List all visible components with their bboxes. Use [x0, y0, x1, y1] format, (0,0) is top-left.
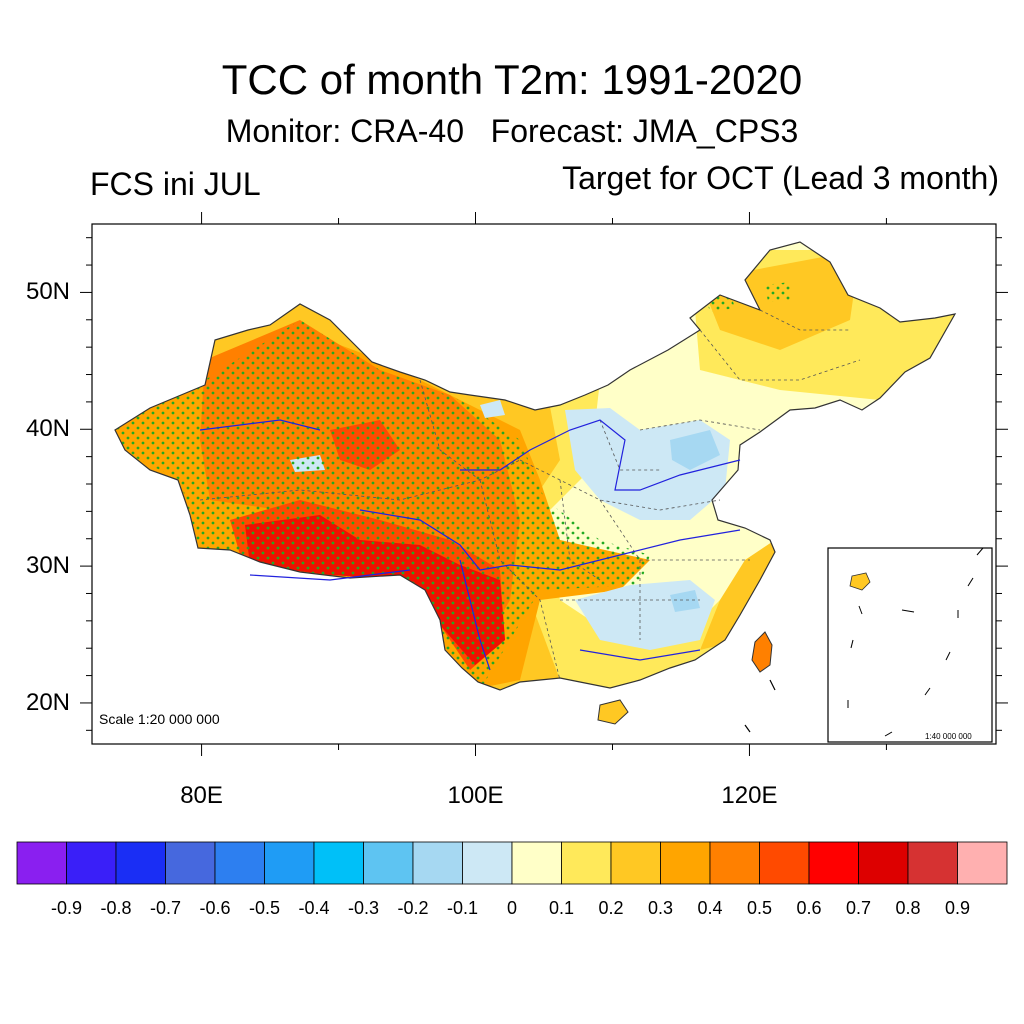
- colorbar-swatch: [561, 841, 612, 885]
- colorbar-swatch: [462, 841, 513, 885]
- colorbar-label: 0.7: [845, 898, 872, 918]
- colorbar: [16, 841, 1008, 885]
- axis-ticks: [80, 212, 1008, 756]
- target-label: Target for OCT (Lead 3 month): [562, 160, 999, 196]
- colorbar-swatch: [858, 841, 909, 885]
- chart-subtitle: Monitor: CRA-40 Forecast: JMA_CPS3: [225, 113, 799, 149]
- province-borders: [199, 309, 861, 681]
- nine-dash-line: [744, 679, 776, 733]
- colorbar-label: -0.2: [397, 898, 429, 918]
- scale-note: Scale 1:20 000 000: [99, 711, 220, 727]
- mekong-river: [459, 559, 491, 671]
- colorbar-swatch: [66, 841, 117, 885]
- colorbar-label: 0.4: [697, 898, 723, 918]
- colorbar-label: -0.1: [446, 898, 479, 918]
- colorbar-label: 0.8: [895, 898, 921, 918]
- field-neg2-north: [670, 430, 720, 470]
- inset-dash-line: [847, 547, 984, 737]
- colorbar-swatch: [709, 841, 760, 885]
- significance-stippling: [115, 320, 650, 690]
- colorbar-label: 0: [506, 898, 517, 918]
- tcc-map: [80, 212, 1008, 756]
- colorbar-swatch: [313, 841, 364, 885]
- inset-scale-note: 1:40 000 000: [925, 732, 972, 741]
- hainan-island: [597, 699, 629, 725]
- colorbar-label: -0.7: [149, 898, 182, 918]
- lon-label: 120E: [721, 782, 778, 809]
- lon-label: 80E: [180, 782, 223, 809]
- pearl-river: [579, 649, 701, 661]
- yellow-river: [460, 419, 741, 491]
- rivers: [199, 419, 741, 671]
- taiwan-island: [751, 631, 773, 673]
- colorbar-swatch: [907, 841, 958, 885]
- colorbar-swatch: [412, 841, 463, 885]
- field-0.2-0.3-tw: [700, 540, 780, 650]
- colorbar-swatch: [759, 841, 810, 885]
- colorbar-swatch: [957, 841, 1008, 885]
- colorbar-label: -0.5: [248, 898, 281, 918]
- colorbar-label: 0.1: [548, 898, 575, 918]
- colorbar-label: -0.3: [347, 898, 380, 918]
- colorbar-swatch: [115, 841, 166, 885]
- colorbar-label: 0.6: [796, 898, 822, 918]
- lon-label: 100E: [447, 782, 504, 809]
- colorbar-label: 0.5: [746, 898, 773, 918]
- chart-title: TCC of month T2m: 1991-2020: [221, 56, 803, 103]
- china-border: [114, 241, 957, 691]
- colorbar-swatch: [214, 841, 265, 885]
- colorbar-label: -0.6: [199, 898, 231, 918]
- colorbar-swatch: [511, 841, 562, 885]
- colorbar-label: 0.9: [944, 898, 971, 918]
- colorbar-label: 0.3: [647, 898, 674, 918]
- colorbar-swatch: [363, 841, 414, 885]
- colorbar-label: -0.4: [298, 898, 330, 918]
- colorbar-label: -0.9: [50, 898, 83, 918]
- field-neg2-south: [670, 590, 700, 612]
- colorbar-swatch: [264, 841, 315, 885]
- colorbar-swatch: [16, 841, 67, 885]
- colorbar-label: -0.8: [100, 898, 132, 918]
- init-month-label: FCS ini JUL: [90, 166, 261, 202]
- yangtze-river: [359, 509, 741, 571]
- lat-label: 50N: [25, 278, 70, 306]
- significance-stippling-ne2: [765, 282, 792, 302]
- colorbar-swatch: [165, 841, 216, 885]
- tarim-river: [199, 419, 321, 431]
- yarlung-river: [249, 569, 411, 581]
- colorbar-swatch: [660, 841, 711, 885]
- colorbar-swatch: [610, 841, 661, 885]
- field-neg-qaidam: [480, 400, 505, 418]
- colorbar-label: 0.2: [598, 898, 624, 918]
- colorbar-swatch: [808, 841, 859, 885]
- lat-label: 40N: [25, 415, 70, 443]
- lat-label: 30N: [25, 552, 70, 580]
- inset-hainan: [849, 572, 871, 591]
- lat-label: 20N: [25, 688, 70, 716]
